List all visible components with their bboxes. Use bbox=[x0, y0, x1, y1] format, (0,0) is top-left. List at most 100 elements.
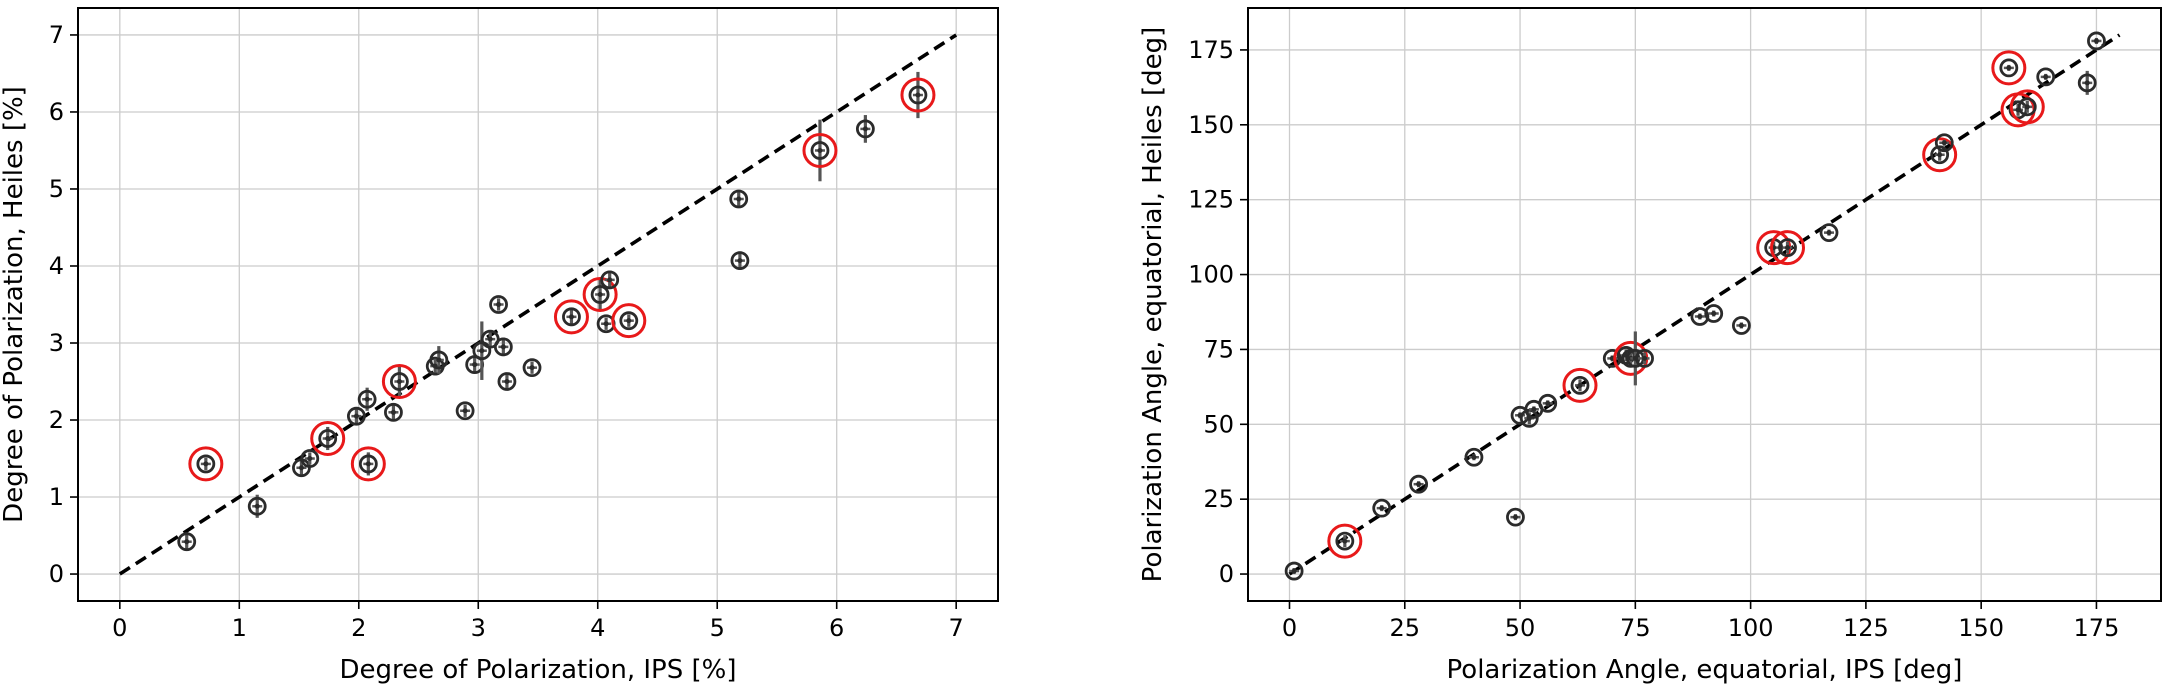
point-center bbox=[2043, 74, 2049, 80]
point-center bbox=[472, 362, 478, 368]
point-marker bbox=[729, 189, 749, 209]
data-point bbox=[350, 446, 386, 482]
data-point bbox=[802, 119, 838, 182]
data-point bbox=[188, 446, 224, 482]
point-center bbox=[1826, 230, 1832, 236]
point-marker bbox=[1284, 561, 1304, 581]
point-center bbox=[1531, 406, 1537, 412]
data-point bbox=[900, 71, 936, 119]
point-center bbox=[1512, 514, 1518, 520]
data-point bbox=[493, 337, 513, 357]
highlight-ring bbox=[900, 77, 936, 113]
point-marker bbox=[429, 350, 449, 370]
point-center bbox=[2084, 80, 2090, 86]
point-marker bbox=[1464, 447, 1484, 467]
data-point bbox=[1602, 349, 1622, 368]
point-center bbox=[325, 436, 331, 442]
data-point bbox=[1506, 507, 1525, 527]
point-marker bbox=[1506, 507, 1525, 527]
highlight-ring bbox=[310, 421, 346, 457]
point-marker bbox=[196, 454, 216, 474]
x-tick-label: 1 bbox=[232, 614, 247, 642]
data-point bbox=[1372, 498, 1392, 518]
data-point bbox=[381, 364, 417, 400]
data-point bbox=[600, 270, 620, 290]
point-center bbox=[496, 302, 502, 307]
point-center bbox=[1941, 140, 1947, 146]
data-point bbox=[489, 295, 508, 314]
y-tick-label: 3 bbox=[49, 329, 64, 357]
y-tick-label: 7 bbox=[49, 21, 64, 49]
data-point bbox=[455, 401, 475, 421]
data-point bbox=[1731, 316, 1751, 335]
data-point bbox=[1562, 367, 1598, 403]
y-tick-label: 150 bbox=[1188, 111, 1234, 139]
point-center bbox=[396, 379, 402, 385]
highlight-ring bbox=[1922, 137, 1958, 173]
data-point bbox=[855, 115, 875, 143]
x-tick-label: 50 bbox=[1505, 614, 1536, 642]
point-marker bbox=[730, 251, 750, 271]
x-axis-label: Degree of Polarization, IPS [%] bbox=[340, 655, 737, 684]
data-point bbox=[1464, 447, 1484, 467]
y-tick-label: 4 bbox=[49, 252, 64, 280]
point-center bbox=[626, 318, 632, 324]
highlight-ring bbox=[1770, 230, 1805, 266]
point-marker bbox=[1704, 304, 1724, 323]
point-center bbox=[203, 461, 209, 467]
point-marker bbox=[855, 119, 875, 139]
point-marker bbox=[318, 429, 338, 448]
point-marker bbox=[489, 295, 508, 314]
data-point bbox=[1327, 523, 1363, 559]
point-center bbox=[479, 348, 485, 354]
data-point bbox=[357, 387, 377, 411]
point-center bbox=[1711, 310, 1717, 316]
point-center bbox=[603, 321, 609, 327]
highlight-ring bbox=[350, 446, 386, 482]
point-marker bbox=[1690, 307, 1710, 326]
data-point bbox=[300, 449, 320, 468]
highlight-ring bbox=[1562, 367, 1598, 403]
x-tick-label: 7 bbox=[949, 614, 964, 642]
y-tick-label: 2 bbox=[49, 406, 64, 434]
point-marker bbox=[455, 401, 475, 421]
point-marker bbox=[1731, 316, 1751, 335]
data-point bbox=[1934, 133, 1954, 153]
data-point bbox=[1284, 561, 1304, 581]
y-tick-label: 6 bbox=[49, 98, 64, 126]
point-marker bbox=[1335, 531, 1355, 551]
point-center bbox=[2093, 38, 2099, 44]
point-center bbox=[1291, 568, 1297, 574]
point-marker bbox=[522, 358, 542, 378]
point-marker bbox=[590, 285, 610, 304]
y-tick-label: 175 bbox=[1188, 36, 1234, 64]
point-marker bbox=[1570, 375, 1590, 395]
x-tick-label: 0 bbox=[112, 614, 127, 642]
y-tick-label: 5 bbox=[49, 175, 64, 203]
highlight-ring bbox=[1327, 523, 1363, 559]
y-tick-label: 0 bbox=[1219, 560, 1234, 588]
plot-frame bbox=[1247, 7, 2162, 602]
point-marker bbox=[346, 406, 366, 426]
point-center bbox=[500, 344, 506, 350]
data-point bbox=[1991, 50, 2027, 86]
highlight-ring bbox=[802, 132, 838, 168]
data-point bbox=[247, 494, 267, 518]
highlight-ring bbox=[381, 364, 417, 400]
highlight-ring bbox=[2009, 89, 2045, 125]
x-tick-label: 3 bbox=[471, 614, 486, 642]
y-axis-label: Degree of Polarization, Heiles [%] bbox=[0, 86, 29, 523]
data-point bbox=[2077, 70, 2097, 95]
y-axis-label: Polarization Angle, equatorial, Heiles [… bbox=[1138, 27, 1168, 583]
data-point bbox=[1538, 393, 1558, 413]
x-tick-label: 25 bbox=[1390, 614, 1421, 642]
point-marker bbox=[2077, 73, 2097, 93]
point-center bbox=[736, 196, 742, 202]
point-center bbox=[915, 92, 921, 98]
point-center bbox=[737, 258, 743, 264]
point-center bbox=[862, 126, 868, 132]
point-marker bbox=[247, 496, 267, 516]
y-tick-label: 100 bbox=[1188, 261, 1234, 289]
dop-comparison-panel: 0 1 2 3 4 5 6 7 0 1 2 3 4 5 6 7 Degree of Polarization, … bbox=[0, 7, 999, 684]
y-tick-label: 75 bbox=[1203, 335, 1234, 363]
